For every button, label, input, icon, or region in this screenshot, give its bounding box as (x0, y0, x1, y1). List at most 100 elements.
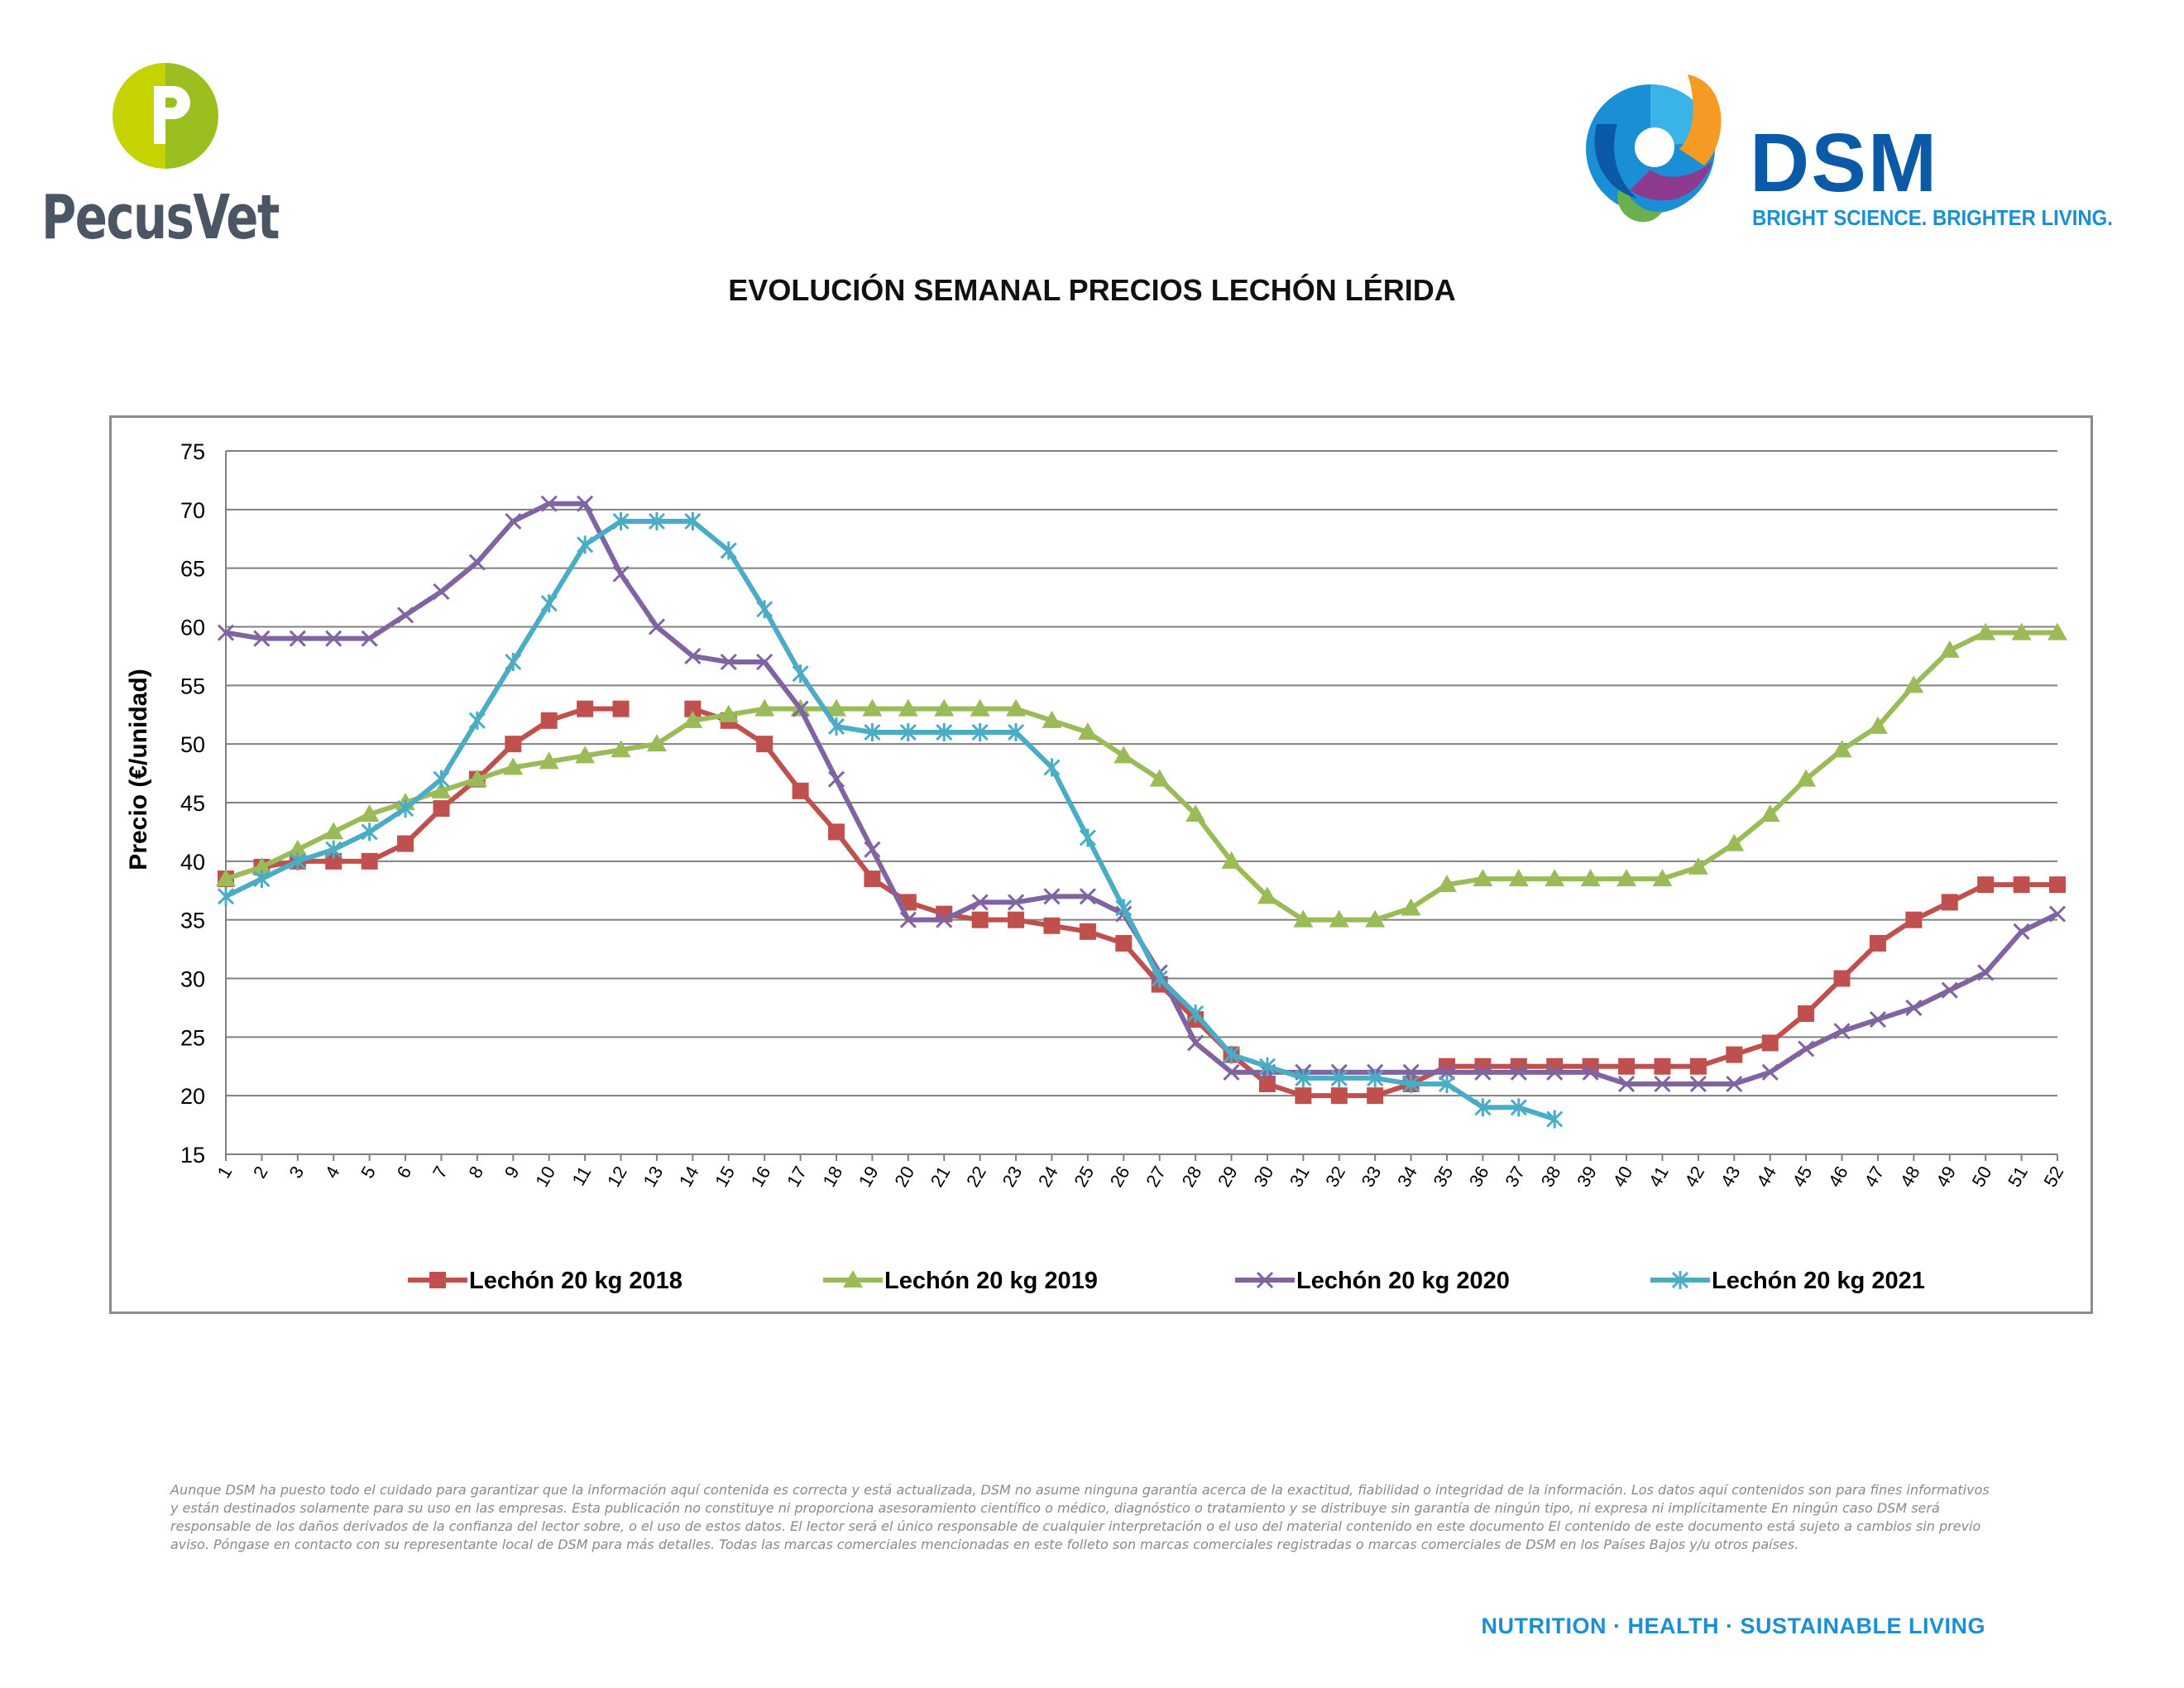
x-tick-label: 27 (1142, 1163, 1170, 1191)
data-point (1367, 1087, 1384, 1105)
x-tick-label: 49 (1932, 1163, 1960, 1191)
data-point (827, 717, 845, 736)
data-point (1295, 1087, 1312, 1105)
x-tick-label: 18 (818, 1163, 846, 1191)
x-tick-label: 21 (927, 1163, 955, 1191)
y-tick-label: 20 (180, 1084, 205, 1109)
data-point (1330, 1068, 1348, 1087)
data-point (1221, 851, 1242, 869)
data-point (754, 698, 775, 717)
data-point (1115, 899, 1133, 918)
y-tick-label: 75 (180, 439, 205, 464)
x-tick-label: 4 (321, 1163, 344, 1182)
data-point (1402, 1063, 1420, 1081)
data-point (577, 535, 594, 554)
data-point (251, 856, 272, 875)
data-point (648, 512, 666, 530)
data-point (1114, 746, 1134, 764)
data-point (1654, 1057, 1671, 1075)
data-point (1726, 1075, 1743, 1093)
data-point (1941, 981, 1958, 999)
data-point (468, 554, 486, 571)
data-point (648, 618, 666, 635)
x-tick-label: 44 (1752, 1163, 1780, 1191)
data-point (1077, 722, 1098, 740)
data-point (467, 769, 487, 787)
x-tick-label: 3 (285, 1163, 308, 1182)
data-point (1905, 999, 1923, 1016)
data-point (1798, 1040, 1815, 1057)
x-tick-label: 6 (393, 1163, 416, 1182)
x-tick-label: 47 (1860, 1163, 1888, 1191)
data-point (1402, 1075, 1420, 1093)
data-point (1508, 869, 1529, 887)
data-point (1546, 1110, 1564, 1129)
x-tick-label: 29 (1214, 1163, 1242, 1191)
data-point (539, 751, 559, 770)
data-point (899, 911, 917, 928)
dsm-wordmark: DSM (1750, 117, 1939, 209)
data-point (1473, 869, 1493, 887)
x-tick-label: 35 (1429, 1163, 1457, 1191)
x-tick-label: 32 (1321, 1163, 1349, 1191)
data-point (289, 851, 306, 870)
data-point (1832, 740, 1852, 758)
x-tick-label: 46 (1824, 1163, 1852, 1191)
data-point (1293, 909, 1314, 928)
x-tick-label: 36 (1465, 1163, 1493, 1191)
data-point (934, 698, 955, 717)
x-tick-label: 1 (213, 1163, 237, 1182)
data-point (323, 822, 344, 840)
data-point (1510, 1098, 1527, 1117)
data-point (1904, 675, 1924, 693)
data-point (864, 870, 881, 888)
y-tick-label: 60 (180, 616, 205, 640)
data-point (1079, 923, 1096, 940)
data-point (2049, 876, 2066, 894)
data-point (718, 704, 739, 722)
data-point (1437, 875, 1457, 893)
data-point (361, 852, 378, 870)
data-point (2013, 923, 2030, 940)
data-point (1905, 911, 1923, 928)
data-point (505, 653, 522, 671)
data-point (684, 647, 702, 664)
data-point (217, 887, 235, 906)
series-4 (217, 512, 1564, 1129)
data-point (756, 736, 774, 753)
data-point (1187, 1034, 1205, 1052)
data-point (612, 700, 630, 717)
data-point (1438, 1063, 1456, 1081)
data-point (253, 630, 271, 647)
legend-label: Lechón 20 kg 2018 (469, 1268, 682, 1294)
data-point (646, 734, 667, 752)
data-point (1185, 804, 1206, 822)
data-point (1869, 935, 1886, 952)
x-tick-label: 33 (1358, 1163, 1386, 1191)
y-tick-label: 55 (180, 674, 205, 698)
data-point (1295, 1068, 1312, 1087)
data-point (1654, 1075, 1671, 1093)
data-point (1976, 622, 1996, 640)
data-point (433, 800, 450, 818)
dsm-logo: DSM BRIGHT SCIENCE. BRIGHTER LIVING. (1572, 66, 2134, 248)
x-tick-label: 31 (1286, 1163, 1314, 1191)
series-line (225, 630, 2057, 923)
legend-marker (1256, 1271, 1274, 1289)
data-point (396, 607, 414, 624)
legend-label: Lechón 20 kg 2021 (1712, 1268, 1925, 1294)
data-point (1007, 723, 1025, 741)
y-axis: 15 20 25 30 35 40 45 50 55 60 65 70 75 (180, 439, 227, 1168)
pecusvet-logo: PecusVet (41, 58, 298, 265)
data-point (1151, 969, 1168, 988)
gridlines (226, 450, 2057, 1155)
data-point (1079, 828, 1096, 847)
data-point (1258, 1076, 1276, 1092)
data-point (1401, 898, 1421, 916)
data-point (1616, 869, 1637, 887)
data-point (1689, 1075, 1707, 1093)
x-tick-label: 48 (1896, 1163, 1924, 1191)
data-point (1941, 894, 1958, 911)
dsm-tagline: BRIGHT SCIENCE. BRIGHTER LIVING. (1752, 205, 2113, 230)
data-point (1546, 1063, 1564, 1081)
